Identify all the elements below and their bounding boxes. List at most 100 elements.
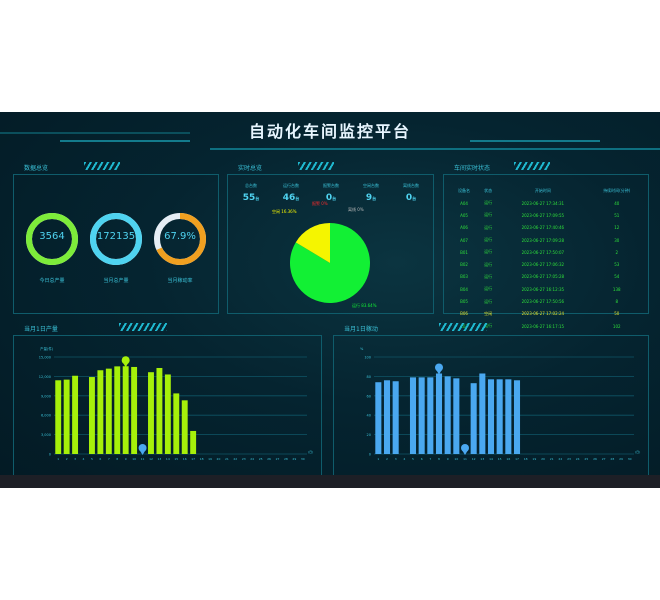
x-tick-label: 10 <box>132 457 136 461</box>
bar-day-12[interactable] <box>148 372 154 454</box>
stripes-deco <box>119 323 167 331</box>
bar-day-1[interactable] <box>375 382 382 454</box>
bar-day-9[interactable] <box>122 366 129 454</box>
overview-panel: 数据总览 3564 今日总产量 172135 当月总产量 67.9% 当月稼动率 <box>13 162 219 314</box>
bar-day-3[interactable] <box>72 375 79 454</box>
bar-day-14[interactable] <box>487 379 495 454</box>
x-tick-label: 25 <box>584 457 588 461</box>
stripes-deco <box>514 162 550 170</box>
stripes-deco <box>439 323 487 331</box>
table-row[interactable]: B05 运行 2023-06-27 17:50:56 8 <box>450 295 646 307</box>
bar-day-3[interactable] <box>392 381 399 454</box>
x-tick-label: 1 <box>57 457 59 461</box>
stat-value: 55台 <box>242 193 260 203</box>
table-row[interactable]: B06 空闲 2023-06-27 17:02:24 50 <box>450 308 646 320</box>
daily-utilization-panel: 当月1日稼动 % 0 20 40 60 80 100 1 2 3 4 5 6 7 8 9 10 11 12 13 14 1… <box>333 323 649 476</box>
table-row[interactable]: A06 运行 2023-06-27 17:40:46 12 <box>450 222 646 234</box>
x-tick-label: 8 <box>116 457 118 461</box>
table-row[interactable]: B03 运行 2023-06-27 17:05:28 54 <box>450 271 646 283</box>
table-row[interactable]: A05 运行 2023-06-27 17:09:55 51 <box>450 209 646 221</box>
y-tick-label: 15,000 <box>39 356 51 360</box>
bar-day-5[interactable] <box>409 377 417 454</box>
table-row[interactable]: B04 运行 2023-06-27 16:12:35 138 <box>450 283 646 295</box>
stat-label: 总台数 <box>245 183 257 188</box>
table-row[interactable]: A07 运行 2023-06-27 17:09:28 30 <box>450 234 646 246</box>
column-header: 设备名 <box>458 188 471 193</box>
x-tick-label: 19 <box>532 457 536 461</box>
x-tick-label: 16 <box>506 457 510 461</box>
x-tick-label: 9 <box>125 457 127 461</box>
bar-day-15[interactable] <box>173 393 180 454</box>
bar-day-8[interactable] <box>435 373 443 454</box>
ring-gauge <box>90 213 142 265</box>
bar-day-16[interactable] <box>505 379 512 454</box>
pie-label: 空闲 16.36% <box>272 208 297 214</box>
table-cell: 102 <box>612 323 621 329</box>
bar-day-15[interactable] <box>496 379 503 454</box>
bar-day-12[interactable] <box>470 383 477 454</box>
x-tick-label: 4 <box>83 457 85 461</box>
x-tick-label: 4 <box>403 457 405 461</box>
x-tick-label: 23 <box>567 457 571 461</box>
table-cell: A04 <box>460 200 468 206</box>
x-tick-label: 24 <box>250 457 254 461</box>
x-tick-label: 6 <box>421 457 423 461</box>
table-cell: 138 <box>612 286 621 292</box>
x-tick-label: 5 <box>91 457 93 461</box>
x-tick-label: 16 <box>183 457 187 461</box>
bar-day-2[interactable] <box>383 380 391 454</box>
y-tick-label: 12,000 <box>39 375 51 379</box>
bar-day-13[interactable] <box>479 373 486 454</box>
table-cell: 运行 <box>484 323 493 329</box>
bar-day-6[interactable] <box>418 377 425 454</box>
bar-day-17[interactable] <box>513 380 521 454</box>
pie-label: 报警 0% <box>312 200 328 206</box>
table-cell: 运行 <box>484 249 493 255</box>
bar-day-7[interactable] <box>427 377 434 454</box>
header-line <box>210 148 660 150</box>
bar-day-2[interactable] <box>63 379 70 454</box>
x-tick-label: 7 <box>108 457 110 461</box>
bar-day-17[interactable] <box>190 430 197 454</box>
bar-day-13[interactable] <box>156 367 163 454</box>
bar-day-8[interactable] <box>114 366 121 454</box>
stat-3: 空闲台数 9台 <box>354 183 388 203</box>
table-cell: 2023-06-27 17:02:24 <box>521 311 565 317</box>
bar-day-10[interactable] <box>453 378 460 454</box>
table-row[interactable]: B01 运行 2023-06-27 17:50:07 2 <box>450 246 646 258</box>
bar-day-7[interactable] <box>105 368 112 454</box>
table-cell: 2023-06-27 17:40:46 <box>521 225 565 231</box>
stripes-deco <box>84 162 120 170</box>
stat-label: 报警台数 <box>323 183 339 188</box>
x-tick-label: 30 <box>301 457 305 461</box>
y-tick-label: 6,000 <box>41 414 51 418</box>
bar-day-14[interactable] <box>164 374 171 454</box>
pie-slice-空闲[interactable] <box>295 223 330 263</box>
table-cell: 2023-06-27 16:17:15 <box>521 323 565 329</box>
bar-day-10[interactable] <box>131 366 138 454</box>
max-marker-icon-pointer <box>122 362 129 368</box>
bar-day-6[interactable] <box>97 370 104 454</box>
bar-day-1[interactable] <box>55 380 62 454</box>
x-tick-label: 11 <box>141 457 145 461</box>
bar-day-16[interactable] <box>181 400 188 454</box>
table-cell: 2 <box>615 249 619 255</box>
panel-title: 当月1日稼动 <box>344 326 378 333</box>
x-tick-label: 22 <box>233 457 237 461</box>
table-row[interactable]: A04 运行 2023-06-27 17:34:31 40 <box>450 197 646 209</box>
x-tick-label: 8 <box>438 457 440 461</box>
ring-stat: 67.9% 当月稼动率 <box>152 211 208 284</box>
bar-day-9[interactable] <box>444 376 451 454</box>
ring-stat: 3564 今日总产量 <box>24 211 80 284</box>
x-tick-label: 15 <box>498 457 502 461</box>
x-tick-label: 6 <box>99 457 101 461</box>
table-row[interactable]: B02 运行 2023-06-27 17:06:32 53 <box>450 258 646 270</box>
y-tick-label: 60 <box>367 394 371 398</box>
bar-day-5[interactable] <box>88 377 95 454</box>
column-header: 持续时间(分钟) <box>603 188 631 193</box>
table-cell: 53 <box>614 262 620 268</box>
stat-4: 离线台数 0台 <box>394 183 428 203</box>
x-tick-label: 29 <box>292 457 296 461</box>
x-tick-label: 15 <box>174 457 178 461</box>
max-marker-icon <box>435 363 443 372</box>
